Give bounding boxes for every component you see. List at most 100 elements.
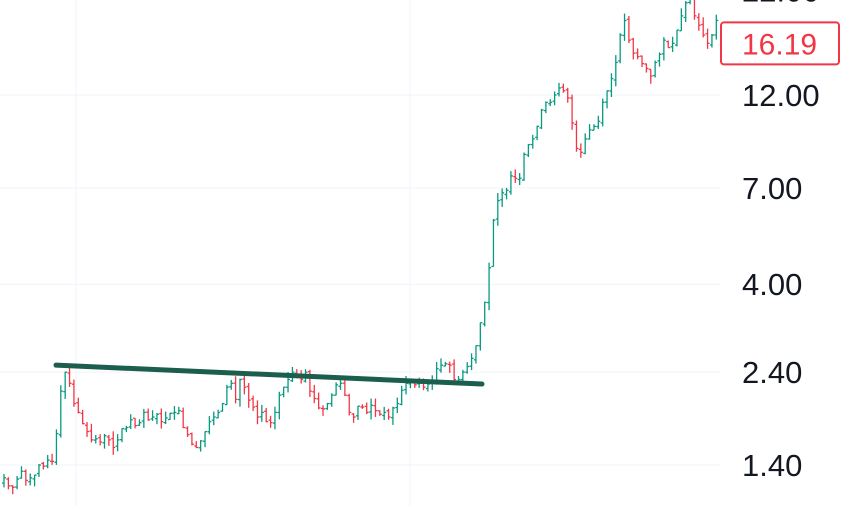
ohlc-bar-down	[316, 392, 321, 410]
ohlc-bar-up	[58, 385, 63, 438]
ohlc-bar-down	[85, 422, 90, 437]
ohlc-bar-up	[661, 37, 666, 61]
ohlc-bar-up	[679, 8, 684, 32]
y-tick-label: 4.00	[742, 267, 802, 302]
ohlc-bar-up	[128, 414, 133, 429]
ohlc-bar-up	[220, 402, 225, 412]
ohlc-bar-down	[233, 376, 238, 404]
ohlc-bar-up	[93, 435, 98, 444]
ohlc-bar-down	[98, 434, 103, 446]
ohlc-bar-up	[172, 406, 177, 420]
ohlc-bar-down	[67, 366, 72, 387]
ohlc-bar-up	[425, 382, 430, 392]
ohlc-bar-down	[321, 405, 326, 416]
ohlc-bar-up	[281, 386, 286, 398]
ohlc-bar-down	[447, 361, 452, 373]
ohlc-bar-up	[473, 344, 478, 364]
last-price-box	[720, 21, 840, 66]
y-tick-label: 2.40	[742, 355, 802, 390]
ohlc-bar-up	[203, 430, 208, 448]
ohlc-bar-down	[268, 415, 273, 428]
last-price-label: 16.19	[720, 21, 840, 66]
ohlc-bar-down	[696, 13, 701, 31]
ohlc-bar-down	[701, 17, 706, 38]
ohlc-bar-up	[517, 173, 522, 186]
ohlc-bar-down	[570, 94, 575, 130]
ohlc-bar-up	[482, 301, 487, 327]
ohlc-bar-up	[469, 353, 474, 371]
ohlc-bar-down	[133, 417, 138, 429]
ohlc-bar-down	[574, 120, 579, 152]
trendline[interactable]	[53, 362, 485, 387]
ohlc-bar-down	[386, 408, 391, 420]
ohlc-bar-up	[556, 82, 561, 97]
ohlc-bar-up	[535, 125, 540, 141]
ohlc-bar-up	[600, 98, 605, 127]
ohlc-bar-down	[89, 423, 94, 443]
ohlc-bar-down	[50, 453, 55, 465]
ohlc-bar-up	[224, 384, 229, 406]
ohlc-bar-down	[159, 408, 164, 429]
ohlc-bar-up	[670, 36, 675, 52]
ohlc-bar-up	[439, 358, 443, 373]
ohlc-bar-up	[548, 99, 553, 107]
ohlc-bar-up	[211, 411, 216, 426]
ohlc-bar-up	[613, 55, 618, 87]
ohlc-bar-down	[364, 402, 369, 415]
ohlc-bar-up	[32, 474, 37, 487]
ohlc-bar-down	[705, 28, 710, 49]
ohlc-bar-down	[146, 408, 151, 421]
ohlc-bar-down	[578, 143, 583, 158]
ohlc-bar-up	[150, 410, 155, 421]
ohlc-bar-down	[23, 469, 28, 486]
ohlc-bar-up	[63, 371, 68, 399]
ohlc-bar-down	[360, 404, 365, 409]
ohlc-bar-up	[395, 397, 400, 414]
ohlc-bar-down	[106, 434, 111, 446]
ohlc-bar-down	[561, 83, 566, 93]
ohlc-bar-down	[648, 68, 653, 84]
ohlc-bar-up	[657, 52, 662, 67]
ohlc-bar-down	[185, 426, 190, 437]
ohlc-bar-up	[443, 361, 448, 367]
ohlc-bar-up	[325, 402, 330, 410]
ohlc-bar-down	[251, 395, 256, 411]
ohlc-bar-up	[618, 33, 623, 64]
ohlc-bar-up	[15, 475, 20, 490]
y-tick-label: 7.00	[742, 171, 802, 206]
y-tick-label: 22.00	[742, 0, 820, 9]
ohlc-bars	[2, 0, 719, 495]
ohlc-bar-up	[28, 473, 33, 486]
ohlc-bar-up	[154, 413, 159, 425]
ohlc-bar-down	[194, 441, 199, 449]
ohlc-bar-up	[583, 133, 588, 155]
last-price-value: 16.19	[742, 28, 817, 61]
ohlc-bar-up	[500, 188, 505, 207]
ohlc-bar-up	[399, 385, 404, 406]
ohlc-bar-up	[19, 466, 24, 479]
ohlc-bar-up	[229, 379, 234, 390]
grid-lines	[0, 0, 720, 506]
ohlc-bar-up	[526, 143, 531, 157]
ohlc-bar-up	[207, 416, 212, 435]
ohlc-bar-up	[605, 90, 610, 109]
price-axis: 1.40 2.40 4.00 7.00 12.00 22.00	[742, 0, 820, 483]
ohlc-bar-up	[216, 409, 221, 419]
ohlc-bar-down	[640, 55, 645, 68]
ohlc-bar-down	[666, 40, 671, 49]
ohlc-bar-up	[124, 425, 129, 433]
ohlc-bar-down	[644, 63, 649, 73]
y-tick-label: 12.00	[742, 78, 820, 113]
ohlc-bar-up	[115, 434, 120, 452]
ohlc-bar-up	[198, 440, 203, 452]
ohlc-bar-up	[522, 152, 527, 181]
ohlc-bar-up	[460, 369, 465, 382]
ohlc-bar-up	[508, 171, 513, 195]
ohlc-bar-up	[591, 124, 596, 131]
ohlc-bar-up	[622, 13, 627, 41]
ohlc-bar-down	[71, 379, 76, 407]
ohlc-bar-up	[714, 14, 719, 40]
ohlc-bar-up	[272, 406, 277, 430]
ohlc-bar-up	[168, 412, 173, 421]
